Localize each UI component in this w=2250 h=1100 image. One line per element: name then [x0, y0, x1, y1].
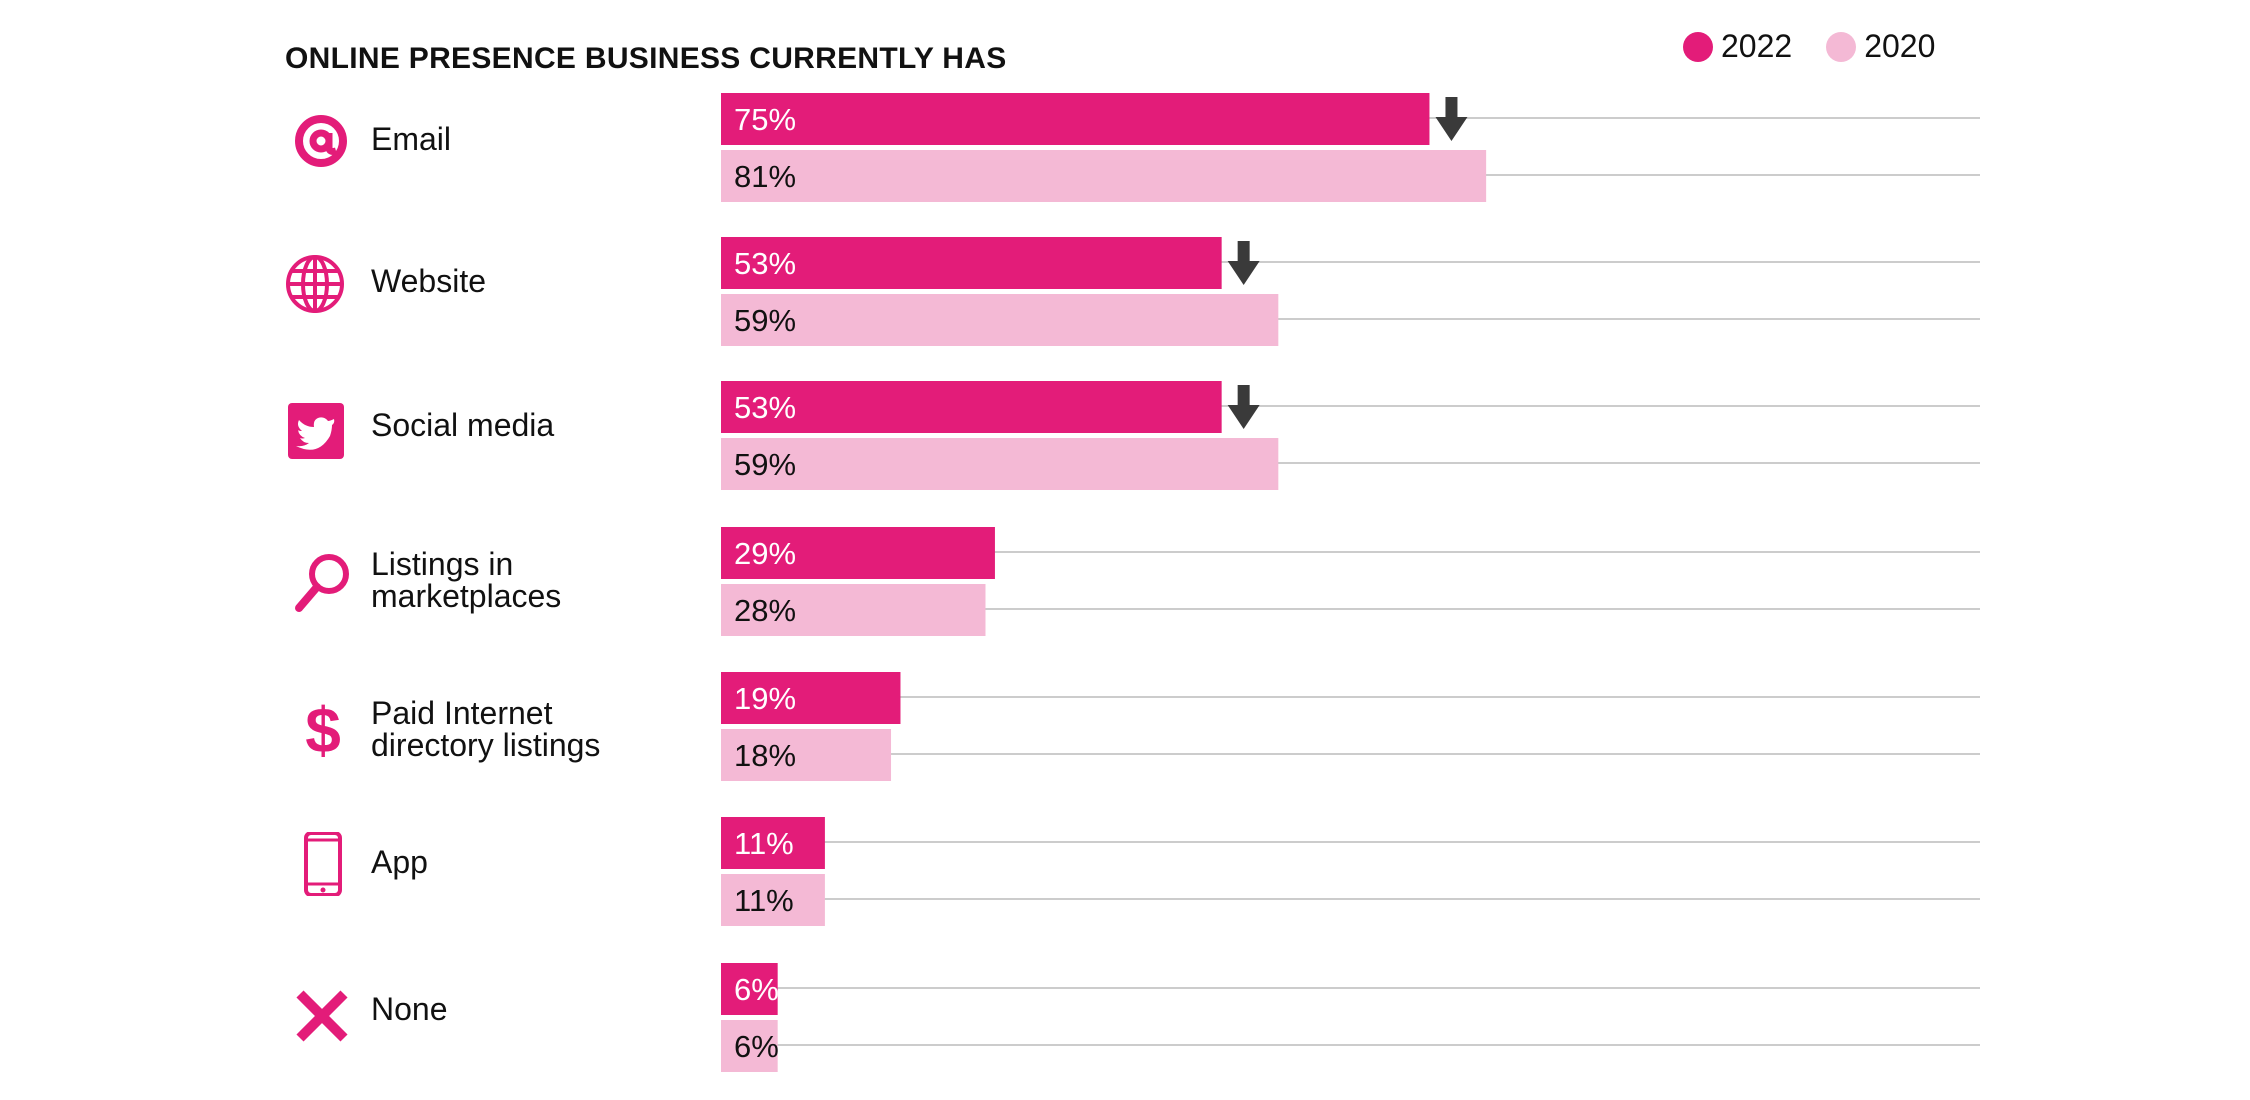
category-label-app: App: [371, 844, 428, 880]
chart-title: ONLINE PRESENCE BUSINESS CURRENTLY HAS: [285, 42, 1007, 75]
bar-2020-social-media: [721, 438, 1279, 490]
legend-item-2020: 2020: [1826, 28, 1935, 65]
down-arrow-icon: [1227, 385, 1260, 429]
down-arrow-icon: [1435, 97, 1468, 141]
bar-2022-none: [721, 963, 778, 1015]
bar-2022-listings-in-marketplaces: [721, 527, 995, 579]
data-label-2022-app: 11%: [734, 826, 794, 861]
data-label-2020-listings-in-marketplaces: 28%: [734, 593, 796, 628]
bar-2020-paid-internet-directory-listings: [721, 729, 892, 781]
bar-2020-website: [721, 294, 1279, 346]
bar-2022-website: [721, 237, 1222, 289]
category-label-paid-internet-directory-listings: Paid Internet directory listings: [371, 695, 601, 763]
legend-label-2020: 2020: [1864, 28, 1936, 64]
data-label-2022-none: 6%: [734, 972, 779, 1007]
svg-text:$: $: [305, 696, 341, 760]
at-sign-icon: [295, 115, 347, 167]
data-label-2022-listings-in-marketplaces: 29%: [734, 536, 796, 571]
data-label-2020-email: 81%: [734, 159, 796, 194]
legend-label-2022: 2022: [1721, 28, 1793, 64]
phone-icon: [304, 832, 342, 896]
data-label-2022-social-media: 53%: [734, 390, 796, 425]
data-label-2022-paid-internet-directory-listings: 19%: [734, 681, 796, 716]
category-label-social-media: Social media: [371, 407, 555, 443]
data-label-2022-website: 53%: [734, 246, 796, 281]
bar-2020-listings-in-marketplaces: [721, 584, 986, 636]
bar-2020-none: [721, 1020, 778, 1072]
down-arrow-icon: [1227, 241, 1260, 285]
category-label-listings-in-marketplaces: Listings in marketplaces: [371, 546, 562, 614]
bar-2022-app: [721, 817, 825, 869]
data-label-2020-none: 6%: [734, 1029, 779, 1064]
data-label-2020-website: 59%: [734, 303, 796, 338]
magnifier-icon: [295, 554, 349, 612]
twitter-icon: [288, 403, 344, 459]
data-label-2020-paid-internet-directory-listings: 18%: [734, 738, 796, 773]
legend: 2022 2020: [1683, 28, 1955, 65]
data-label-2022-email: 75%: [734, 102, 796, 137]
category-label-email: Email: [371, 121, 452, 157]
category-label-website: Website: [371, 263, 487, 299]
globe-icon: [286, 255, 344, 313]
legend-swatch-2022: [1683, 31, 1713, 62]
legend-item-2022: 2022: [1683, 28, 1792, 65]
legend-swatch-2020: [1826, 31, 1857, 62]
bar-2022-email: [721, 93, 1430, 145]
bar-2022-social-media: [721, 381, 1222, 433]
bar-2020-email: [721, 150, 1487, 202]
category-label-none: None: [371, 991, 448, 1027]
bar-2022-paid-internet-directory-listings: [721, 672, 901, 724]
data-label-2020-app: 11%: [734, 883, 794, 918]
data-label-2020-social-media: 59%: [734, 447, 796, 482]
bar-2020-app: [721, 874, 825, 926]
dollar-icon: $: [305, 696, 341, 760]
cross-icon: [296, 990, 348, 1042]
